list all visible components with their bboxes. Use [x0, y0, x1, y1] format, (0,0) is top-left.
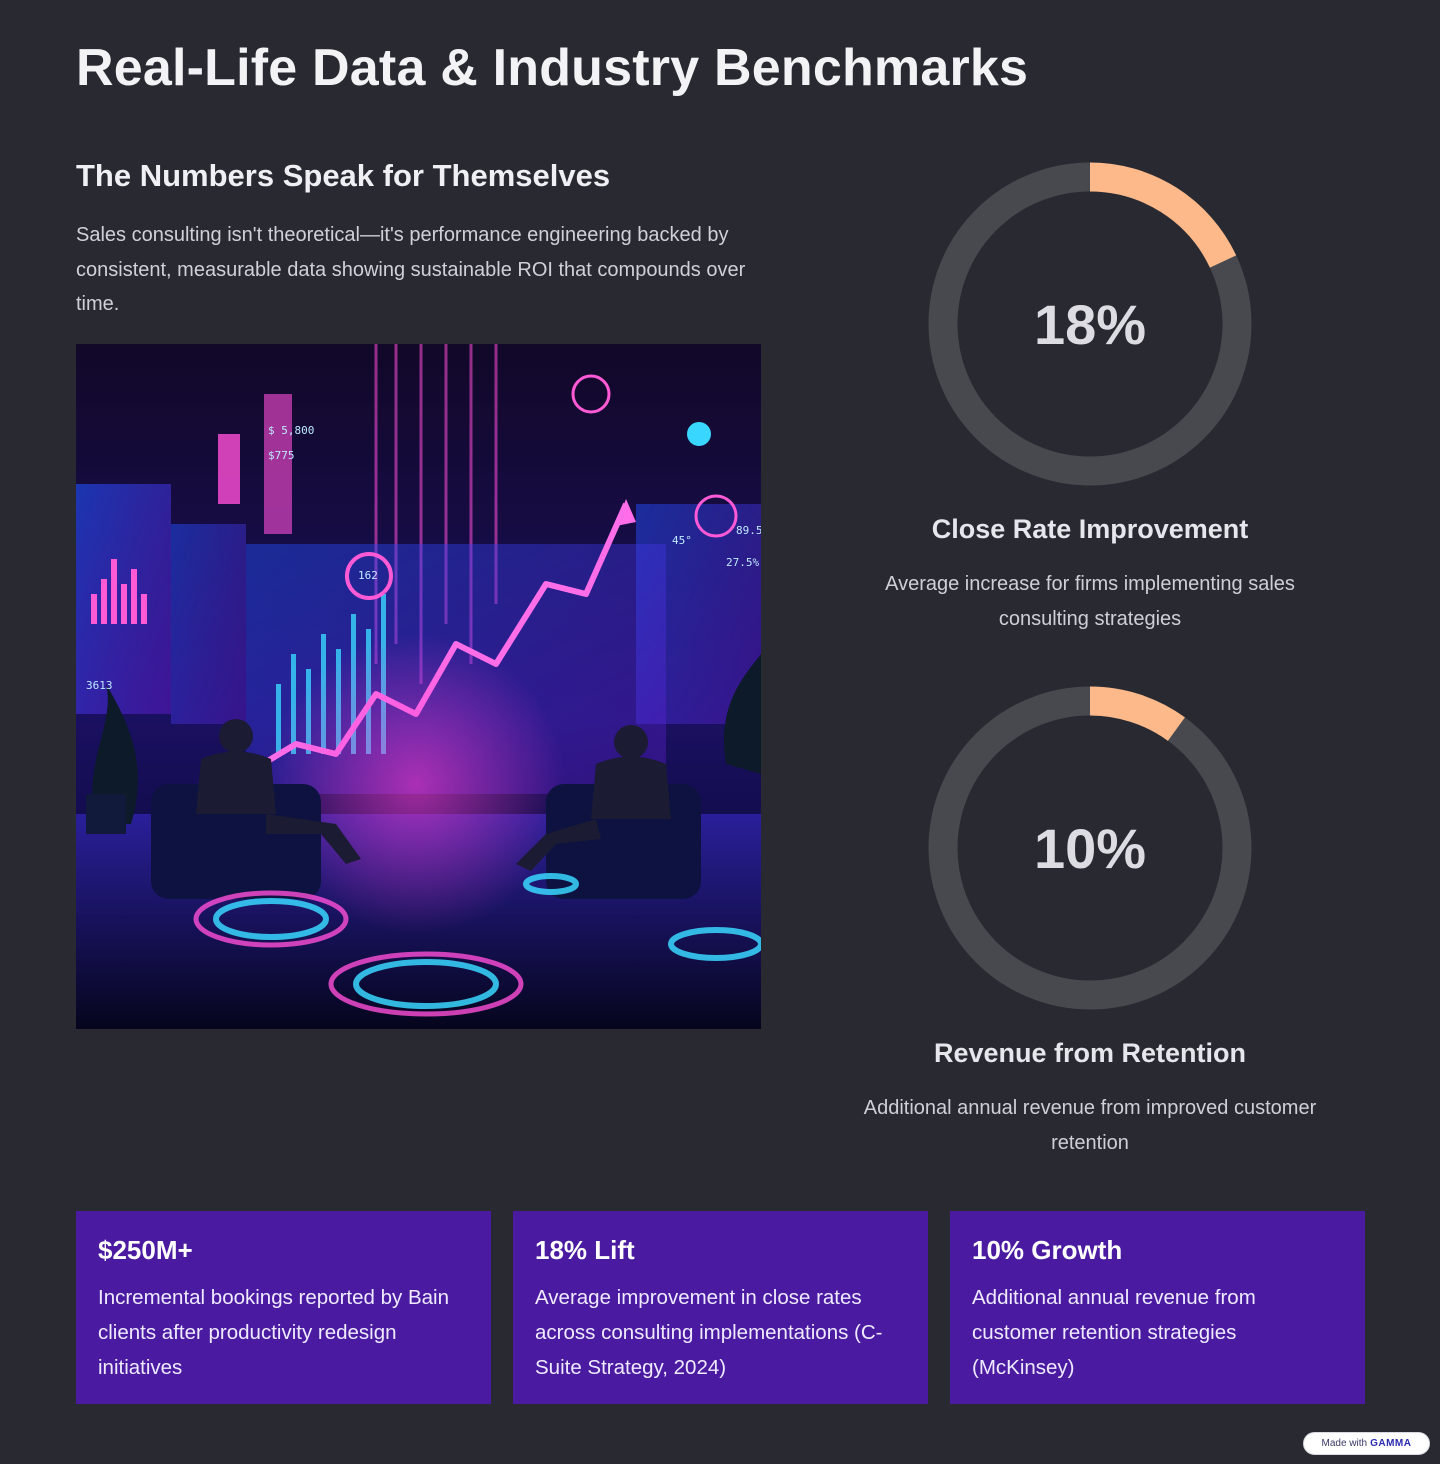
stat-description: Average increase for firms implementing … [885, 573, 1295, 630]
stat-close-rate: 18% Close Rate Improvement Average incre… [840, 162, 1340, 637]
hero-label: 3613 [86, 679, 113, 692]
benchmark-card: 10% Growth Additional annual revenue fro… [950, 1211, 1365, 1404]
hero-illustration: $ 5,800 $775 162 45° 27.5% 89.5 3613 [76, 344, 761, 1029]
stat-description: Additional annual revenue from improved … [863, 1097, 1317, 1154]
hero-illustration-art: $ 5,800 $775 162 45° 27.5% 89.5 3613 [76, 344, 761, 1029]
benchmark-card: 18% Lift Average improvement in close ra… [513, 1211, 928, 1404]
stat-value: 18% [1033, 292, 1147, 356]
ring-progress [928, 162, 1252, 486]
progress-ring-graphic [928, 686, 1252, 1010]
benchmark-card: $250M+ Incremental bookings reported by … [76, 1211, 491, 1404]
stat-label: Revenue from Retention [933, 1038, 1247, 1068]
section-title: The Numbers Speak for Themselves [76, 158, 611, 193]
card-body: Incremental bookings reported by Bain cl… [98, 1286, 449, 1379]
card-title: 10% Growth [972, 1235, 1123, 1265]
progress-ring: 10% [928, 686, 1252, 1010]
card-body: Additional annual revenue from customer … [972, 1286, 1256, 1379]
hero-label: $ 5,800 [268, 424, 314, 437]
gamma-logo: GAMMA [1370, 1438, 1412, 1449]
made-with-gamma-badge[interactable]: Made with GAMMA [1303, 1432, 1430, 1455]
card-title: 18% Lift [535, 1235, 635, 1265]
hero-label: 45° [672, 534, 692, 547]
card-title: $250M+ [98, 1235, 193, 1265]
section-body: Sales consulting isn't theoretical—it's … [76, 224, 746, 315]
ring-progress [928, 686, 1252, 1010]
stat-label: Close Rate Improvement [931, 514, 1249, 544]
card-body: Average improvement in close rates acros… [535, 1286, 883, 1379]
hero-label: $775 [268, 449, 295, 462]
hero-label: 89.5 [736, 524, 761, 537]
progress-ring-graphic [928, 162, 1252, 486]
benchmark-cards: $250M+ Incremental bookings reported by … [76, 1211, 1365, 1404]
stat-retention-revenue: 10% Revenue from Retention Additional an… [840, 686, 1340, 1161]
page-title: Real-Life Data & Industry Benchmarks [76, 39, 1029, 97]
badge-prefix: Made with [1321, 1438, 1368, 1449]
hero-label: 162 [358, 569, 378, 582]
stat-value: 10% [1033, 816, 1147, 880]
progress-ring: 18% [928, 162, 1252, 486]
hero-label: 27.5% [726, 556, 759, 569]
